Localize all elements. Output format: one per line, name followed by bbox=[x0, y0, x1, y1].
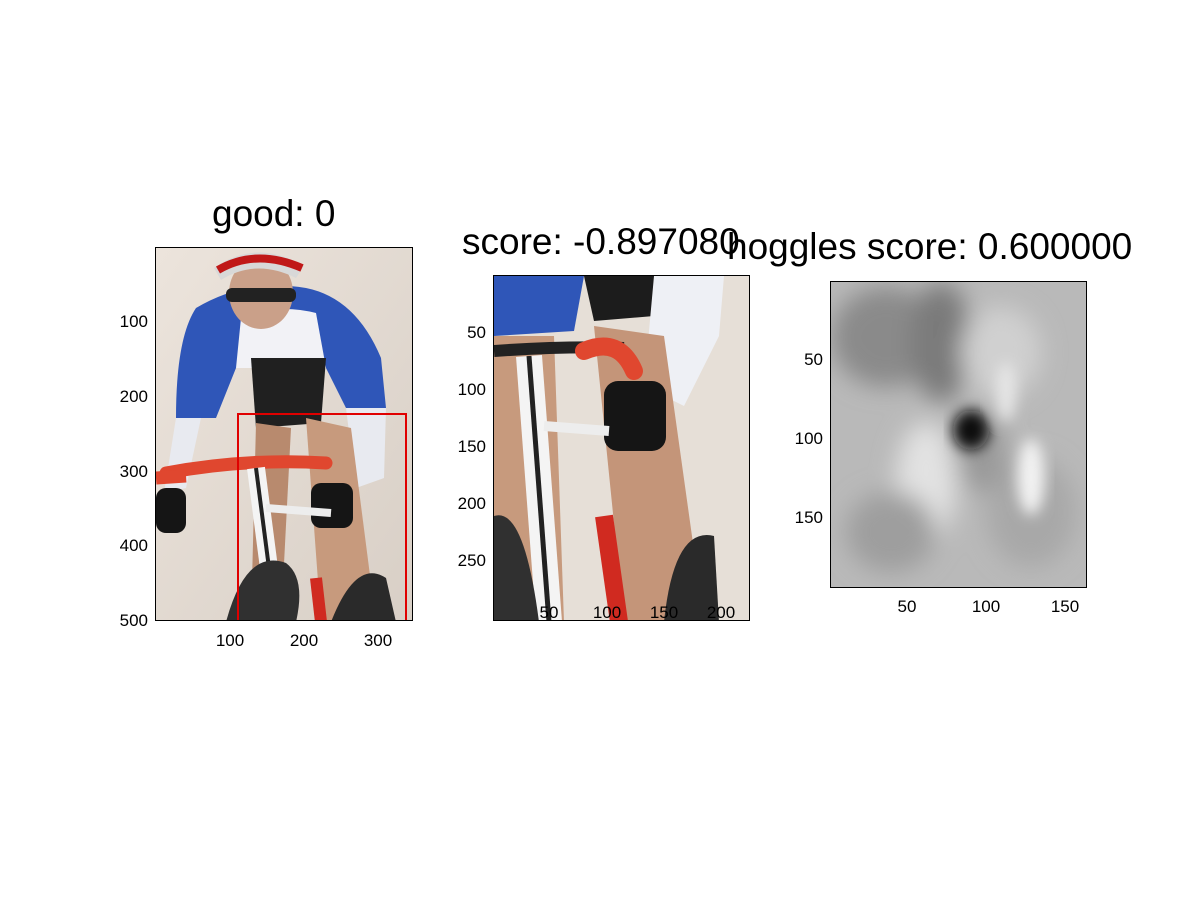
panel3-ytick: 150 bbox=[794, 508, 823, 527]
panel1-xtick: 200 bbox=[289, 631, 319, 650]
panel2-xtick: 50 bbox=[539, 603, 559, 622]
panel1-title: good: 0 bbox=[212, 193, 336, 234]
panel3-ytick: 50 bbox=[804, 350, 823, 369]
panel3-ytick: 100 bbox=[794, 429, 823, 448]
panel2-xtick: 150 bbox=[649, 603, 679, 622]
panel2-ytick: 250 bbox=[457, 551, 486, 570]
panel2-ytick: 50 bbox=[467, 323, 486, 342]
panel1-xtick: 300 bbox=[363, 631, 393, 650]
panel1-ytick: 400 bbox=[119, 536, 148, 555]
panel3-title: hoggles score: 0.600000 bbox=[727, 226, 1133, 267]
cyclist-photo bbox=[156, 248, 412, 620]
panel3-image-axes bbox=[830, 281, 1087, 588]
panel1-ytick: 200 bbox=[119, 387, 148, 406]
panel1-ytick: 500 bbox=[119, 611, 148, 630]
panel2-ytick: 150 bbox=[457, 437, 486, 456]
grayscale-hoggles-visualization bbox=[831, 282, 1086, 587]
panel1-ytick: 100 bbox=[119, 312, 148, 331]
panel2-image-axes bbox=[493, 275, 750, 621]
panel3-xtick: 50 bbox=[897, 597, 917, 616]
panel1-xtick: 100 bbox=[215, 631, 245, 650]
panel3-xtick: 100 bbox=[971, 597, 1001, 616]
detection-bounding-box bbox=[237, 413, 407, 620]
panel2-title: score: -0.897080 bbox=[462, 221, 740, 262]
cropped-cyclist-photo bbox=[494, 276, 749, 620]
panel2-ytick: 200 bbox=[457, 494, 486, 513]
panel1-ytick: 300 bbox=[119, 462, 148, 481]
panel2-ytick: 100 bbox=[457, 380, 486, 399]
panel2-xtick: 200 bbox=[706, 603, 736, 622]
panel2-xtick: 100 bbox=[592, 603, 622, 622]
panel1-image-axes bbox=[155, 247, 413, 621]
panel3-xtick: 150 bbox=[1050, 597, 1080, 616]
